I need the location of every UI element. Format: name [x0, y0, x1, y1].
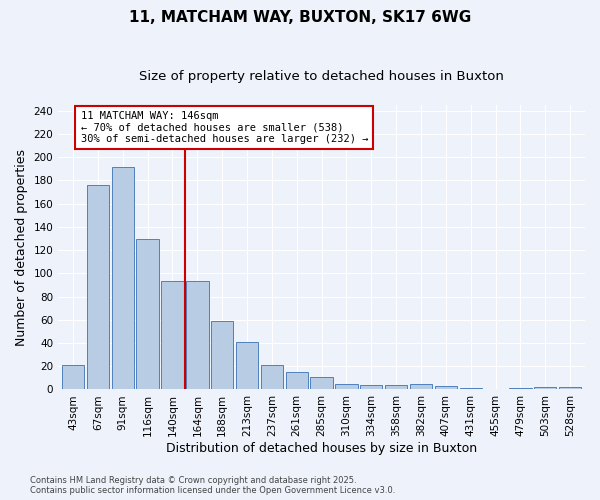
Bar [534, 387, 556, 390]
Bar [310, 376, 333, 390]
Bar [410, 384, 432, 390]
Bar [260, 365, 283, 390]
Bar [186, 282, 209, 390]
Bar [112, 166, 134, 390]
Bar [385, 385, 407, 390]
Bar [460, 388, 482, 390]
Bar [62, 365, 84, 390]
Bar [335, 384, 358, 390]
Text: Contains HM Land Registry data © Crown copyright and database right 2025.
Contai: Contains HM Land Registry data © Crown c… [30, 476, 395, 495]
Bar [509, 388, 532, 390]
Bar [236, 342, 258, 390]
X-axis label: Distribution of detached houses by size in Buxton: Distribution of detached houses by size … [166, 442, 477, 455]
Bar [161, 282, 184, 390]
Title: Size of property relative to detached houses in Buxton: Size of property relative to detached ho… [139, 70, 504, 83]
Bar [87, 185, 109, 390]
Text: 11 MATCHAM WAY: 146sqm
← 70% of detached houses are smaller (538)
30% of semi-de: 11 MATCHAM WAY: 146sqm ← 70% of detached… [80, 111, 368, 144]
Bar [434, 386, 457, 390]
Bar [286, 372, 308, 390]
Bar [211, 321, 233, 390]
Y-axis label: Number of detached properties: Number of detached properties [15, 148, 28, 346]
Text: 11, MATCHAM WAY, BUXTON, SK17 6WG: 11, MATCHAM WAY, BUXTON, SK17 6WG [129, 10, 471, 25]
Bar [559, 387, 581, 390]
Bar [360, 385, 382, 390]
Bar [136, 238, 159, 390]
